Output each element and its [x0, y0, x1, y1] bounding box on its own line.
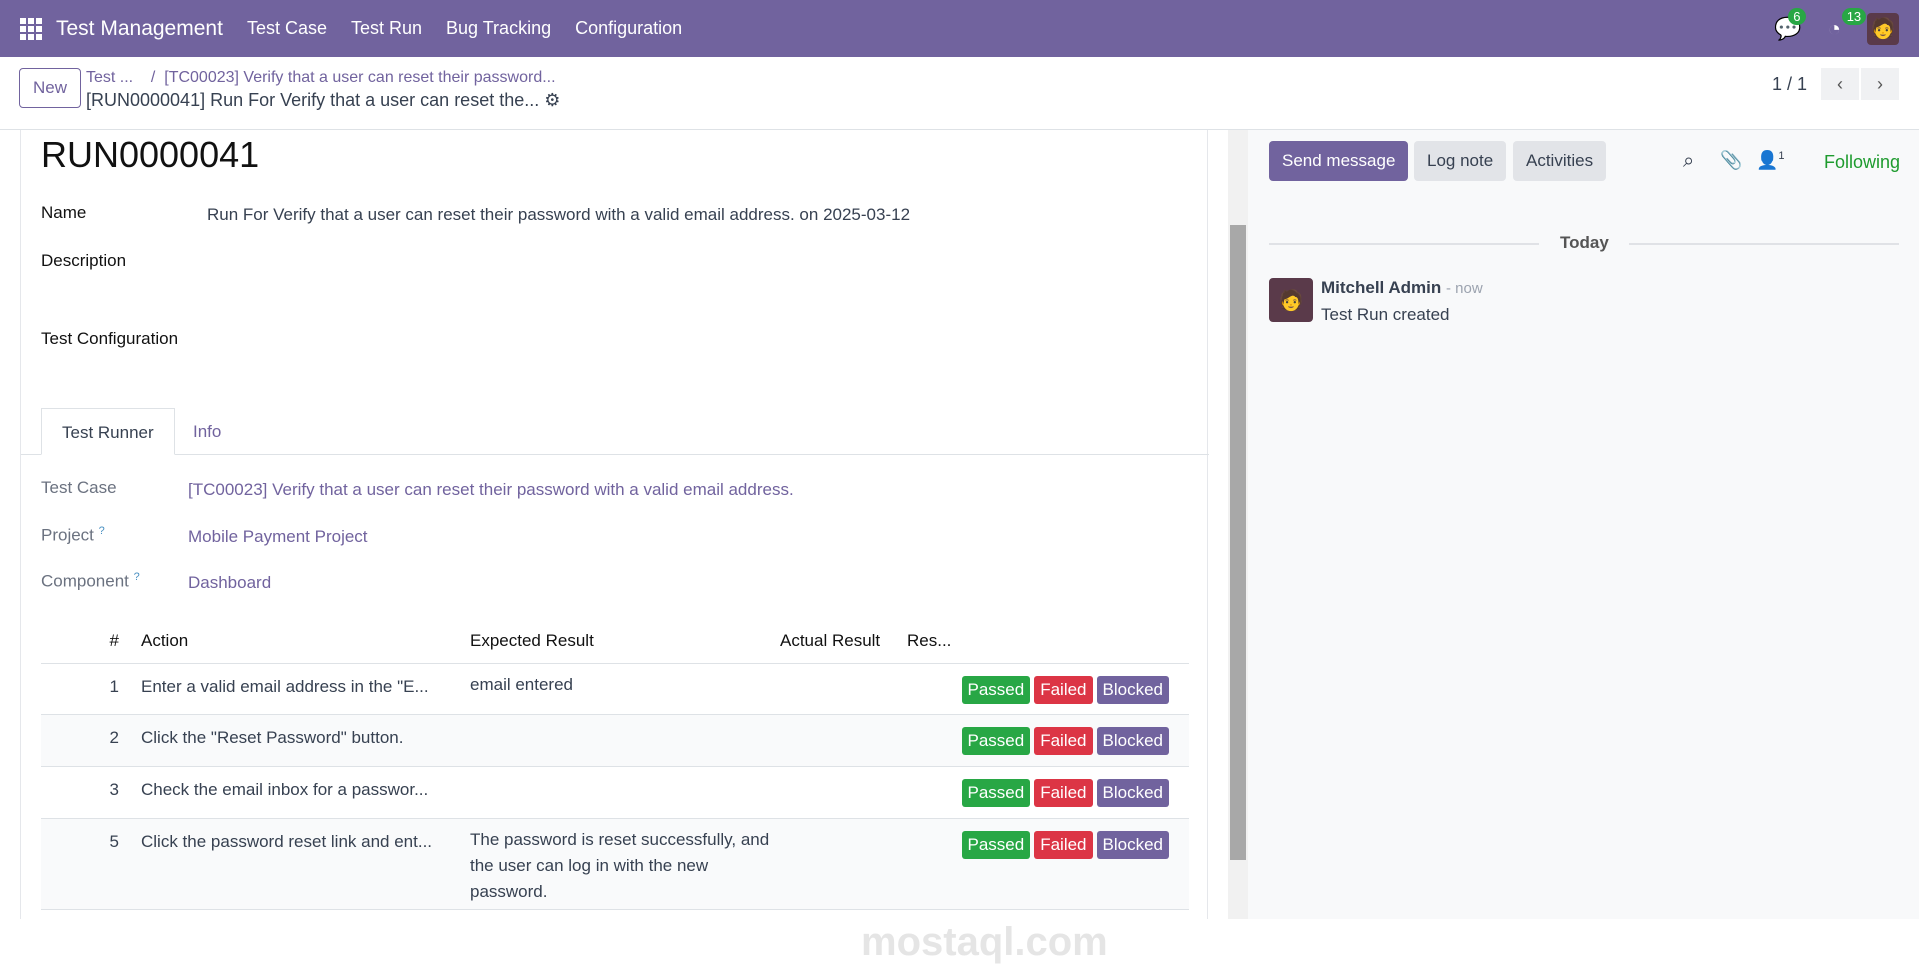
component-link[interactable]: Dashboard	[188, 573, 272, 592]
step-number: 2	[109, 728, 119, 747]
step-action: Check the email inbox for a passwor...	[141, 780, 429, 799]
blocked-button[interactable]: Blocked	[1096, 676, 1169, 704]
col-action[interactable]: Action	[141, 631, 189, 650]
blocked-button[interactable]: Blocked	[1096, 779, 1169, 807]
scrollbar[interactable]	[1228, 130, 1248, 919]
message-time: - now	[1446, 280, 1483, 297]
project-label: Project ?	[41, 525, 105, 545]
notebook-tabs: Test Runner Info	[21, 408, 1209, 455]
step-number: 1	[109, 677, 119, 696]
step-action: Click the password reset link and ent...	[141, 832, 433, 851]
step-action: Enter a valid email address in the "E...	[141, 677, 429, 696]
scrollbar-thumb[interactable]	[1230, 225, 1246, 860]
component-label: Component ?	[41, 571, 140, 591]
following-button[interactable]: Following	[1824, 152, 1901, 172]
pager: 1 / 1 ‹ ›	[1772, 68, 1899, 100]
menu-test-case[interactable]: Test Case	[246, 18, 327, 38]
name-field[interactable]: Run For Verify that a user can reset the…	[207, 205, 911, 224]
failed-button[interactable]: Failed	[1034, 676, 1093, 704]
watermark: mostaql.com	[861, 920, 1108, 964]
table-row[interactable]: 2 Click the "Reset Password" button. Pas…	[41, 715, 1189, 767]
table-header: # Action Expected Result Actual Result R…	[41, 618, 1189, 664]
gear-icon[interactable]: ⚙	[544, 90, 561, 110]
project-link[interactable]: Mobile Payment Project	[188, 527, 368, 546]
pager-value[interactable]: 1 / 1	[1771, 73, 1807, 94]
breadcrumb-sep: /	[150, 69, 156, 86]
form-sheet: RUN0000041 Name Run For Verify that a us…	[20, 130, 1209, 964]
passed-button[interactable]: Passed	[961, 676, 1031, 704]
passed-button[interactable]: Passed	[961, 727, 1031, 755]
followers-icon[interactable]: 👤1	[1756, 150, 1785, 170]
test-configuration-label: Test Configuration	[41, 329, 179, 348]
breadcrumb-test-case[interactable]: [TC00023] Verify that a user can reset t…	[164, 69, 556, 86]
table-row[interactable]: 1 Enter a valid email address in the "E.…	[41, 664, 1189, 715]
description-label: Description	[41, 251, 127, 270]
table-row[interactable]: 3 Check the email inbox for a passwor...…	[41, 767, 1189, 819]
tab-info[interactable]: Info	[193, 422, 222, 441]
control-panel: New Test ... / [TC00023] Verify that a u…	[0, 57, 1919, 130]
col-result[interactable]: Res...	[907, 631, 952, 650]
step-number: 3	[109, 780, 119, 799]
breadcrumb-parent[interactable]: Test ...	[86, 69, 134, 86]
failed-button[interactable]: Failed	[1034, 779, 1093, 807]
step-expected: The password is reset successfully, and …	[470, 830, 770, 901]
name-label: Name	[41, 203, 87, 222]
today-label: Today	[1560, 233, 1609, 252]
author-name[interactable]: Mitchell Admin	[1321, 278, 1442, 297]
test-steps-table: # Action Expected Result Actual Result R…	[41, 618, 1189, 910]
search-icon[interactable]: ⌕	[1683, 150, 1695, 172]
chatter: Send message Log note Activities ⌕ 📎 👤1 …	[1248, 130, 1919, 919]
menu-test-run[interactable]: Test Run	[350, 18, 423, 38]
new-button[interactable]: New	[19, 68, 81, 108]
passed-button[interactable]: Passed	[961, 779, 1031, 807]
step-action: Click the "Reset Password" button.	[141, 728, 404, 747]
apps-menu-icon[interactable]	[20, 17, 42, 40]
test-case-label: Test Case	[41, 478, 117, 497]
step-number: 5	[109, 832, 119, 851]
menu-bug-tracking[interactable]: Bug Tracking	[446, 18, 552, 38]
messages-icon[interactable]: 💬 6	[1774, 7, 1806, 42]
author-avatar: 🧑	[1269, 278, 1313, 322]
breadcrumb: Test ... / [TC00023] Verify that a user …	[86, 69, 556, 87]
record-title: RUN0000041	[41, 134, 260, 175]
blocked-button[interactable]: Blocked	[1096, 831, 1169, 859]
help-icon[interactable]: ?	[98, 525, 105, 537]
col-expected[interactable]: Expected Result	[470, 631, 594, 650]
blocked-button[interactable]: Blocked	[1096, 727, 1169, 755]
menu-configuration[interactable]: Configuration	[575, 18, 683, 38]
activities-clock-icon[interactable]: ◔ 13	[1828, 7, 1867, 42]
send-message-button[interactable]: Send message	[1269, 141, 1409, 181]
help-icon[interactable]: ?	[133, 571, 140, 583]
user-avatar[interactable]: 🧑	[1867, 12, 1899, 45]
step-expected: email entered	[470, 675, 574, 694]
col-number[interactable]: #	[109, 631, 119, 650]
pager-prev-button[interactable]: ‹	[1821, 68, 1859, 100]
table-row[interactable]: 5 Click the password reset link and ent.…	[41, 819, 1189, 910]
message-body: Test Run created	[1321, 305, 1450, 324]
top-navbar: Test Management Test Case Test Run Bug T…	[0, 0, 1919, 57]
col-actual[interactable]: Actual Result	[780, 631, 881, 650]
activities-button[interactable]: Activities	[1513, 141, 1607, 181]
breadcrumb-current: [RUN0000041] Run For Verify that a user …	[86, 90, 540, 110]
failed-button[interactable]: Failed	[1034, 727, 1093, 755]
passed-button[interactable]: Passed	[961, 831, 1031, 859]
test-case-link[interactable]: [TC00023] Verify that a user can reset t…	[188, 480, 794, 499]
messages-badge: 6	[1788, 7, 1806, 25]
activities-badge: 13	[1841, 7, 1867, 25]
date-separator: Today	[1269, 233, 1899, 253]
paperclip-icon[interactable]: 📎	[1720, 150, 1743, 170]
app-title[interactable]: Test Management	[56, 16, 223, 40]
pager-next-button[interactable]: ›	[1861, 68, 1899, 100]
failed-button[interactable]: Failed	[1034, 831, 1093, 859]
tab-test-runner[interactable]: Test Runner	[41, 408, 175, 455]
log-note-button[interactable]: Log note	[1414, 141, 1507, 181]
